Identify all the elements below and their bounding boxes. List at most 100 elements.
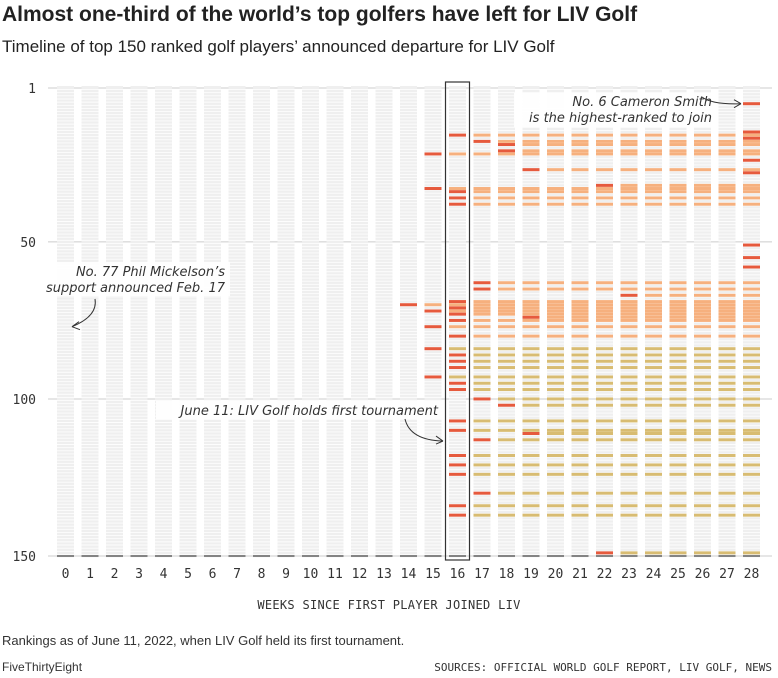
player-mark bbox=[547, 318, 564, 322]
player-mark bbox=[718, 388, 736, 392]
player-mark bbox=[596, 318, 613, 322]
player-mark bbox=[620, 491, 638, 495]
player-mark bbox=[522, 428, 540, 432]
player-mark bbox=[620, 472, 638, 476]
x-tick-label: 1 bbox=[86, 567, 94, 582]
player-mark bbox=[645, 375, 662, 379]
player-mark bbox=[571, 453, 589, 457]
player-mark bbox=[718, 334, 736, 338]
player-mark bbox=[571, 463, 589, 467]
player-mark bbox=[596, 397, 613, 401]
player-mark bbox=[620, 168, 638, 172]
player-mark bbox=[694, 334, 711, 338]
player-mark bbox=[645, 388, 662, 392]
player-mark bbox=[522, 397, 540, 401]
player-mark bbox=[473, 463, 491, 467]
player-mark bbox=[743, 359, 760, 363]
player-mark bbox=[596, 428, 613, 432]
player-mark bbox=[522, 143, 540, 147]
player-mark bbox=[718, 366, 736, 370]
player-mark bbox=[669, 318, 687, 322]
player-mark bbox=[449, 300, 466, 304]
player-mark bbox=[473, 513, 491, 517]
player-mark bbox=[669, 309, 687, 313]
player-mark bbox=[694, 366, 711, 370]
player-mark bbox=[645, 202, 662, 206]
player-mark bbox=[620, 187, 638, 191]
player-mark bbox=[522, 281, 540, 285]
player-mark bbox=[620, 196, 638, 200]
player-mark bbox=[547, 504, 564, 508]
player-mark bbox=[718, 513, 736, 517]
player-mark bbox=[449, 334, 466, 338]
player-mark bbox=[547, 187, 564, 191]
player-mark bbox=[449, 453, 466, 457]
player-mark bbox=[718, 309, 736, 313]
player-mark bbox=[473, 139, 491, 143]
player-mark bbox=[571, 366, 589, 370]
player-mark bbox=[645, 168, 662, 172]
player-mark bbox=[571, 202, 589, 206]
player-mark bbox=[743, 102, 760, 106]
player-mark bbox=[694, 347, 711, 351]
source-credit: SOURCES: OFFICIAL WORLD GOLF REPORT, LIV… bbox=[434, 661, 772, 674]
player-mark bbox=[694, 472, 711, 476]
player-mark bbox=[645, 353, 662, 357]
player-mark bbox=[498, 309, 515, 313]
player-mark bbox=[694, 359, 711, 363]
player-mark bbox=[620, 388, 638, 392]
x-tick-label: 28 bbox=[744, 567, 760, 582]
y-tick-label: 100 bbox=[13, 393, 36, 408]
player-mark bbox=[498, 359, 515, 363]
first-tournament-highlight-box bbox=[444, 81, 471, 561]
player-mark bbox=[669, 403, 687, 407]
player-mark bbox=[669, 428, 687, 432]
player-mark bbox=[498, 353, 515, 357]
player-mark bbox=[547, 287, 564, 291]
player-mark bbox=[743, 309, 760, 313]
player-mark bbox=[743, 513, 760, 517]
annotation-bg bbox=[514, 93, 714, 127]
player-mark bbox=[669, 306, 687, 310]
player-mark bbox=[547, 133, 564, 137]
player-mark bbox=[596, 551, 613, 555]
player-mark bbox=[645, 306, 662, 310]
player-mark bbox=[669, 312, 687, 316]
player-mark bbox=[449, 202, 466, 206]
player-mark bbox=[743, 168, 760, 172]
player-mark bbox=[620, 143, 638, 147]
player-mark bbox=[547, 428, 564, 432]
player-mark bbox=[743, 347, 760, 351]
player-mark bbox=[571, 152, 589, 156]
player-mark bbox=[645, 491, 662, 495]
player-mark bbox=[718, 551, 736, 555]
player-mark bbox=[596, 303, 613, 307]
player-mark bbox=[645, 551, 662, 555]
player-mark bbox=[522, 403, 540, 407]
player-mark bbox=[645, 190, 662, 194]
player-mark bbox=[473, 375, 491, 379]
player-mark bbox=[547, 300, 564, 304]
x-tick-label: 9 bbox=[282, 567, 290, 582]
player-mark bbox=[645, 281, 662, 285]
player-mark bbox=[596, 325, 613, 329]
player-mark bbox=[571, 432, 589, 436]
player-mark bbox=[596, 312, 613, 316]
player-mark bbox=[718, 504, 736, 508]
player-mark bbox=[596, 306, 613, 310]
x-tick-label: 7 bbox=[233, 567, 241, 582]
player-mark bbox=[449, 152, 466, 156]
player-mark bbox=[743, 300, 760, 304]
player-mark bbox=[473, 325, 491, 329]
player-mark bbox=[571, 347, 589, 351]
rank-row-stripes bbox=[50, 89, 770, 559]
player-mark bbox=[473, 309, 491, 313]
player-mark bbox=[694, 202, 711, 206]
player-mark bbox=[547, 381, 564, 385]
y-tick-label: 150 bbox=[13, 550, 36, 565]
player-mark bbox=[473, 491, 491, 495]
player-mark bbox=[718, 347, 736, 351]
player-mark bbox=[669, 303, 687, 307]
player-mark bbox=[596, 149, 613, 153]
